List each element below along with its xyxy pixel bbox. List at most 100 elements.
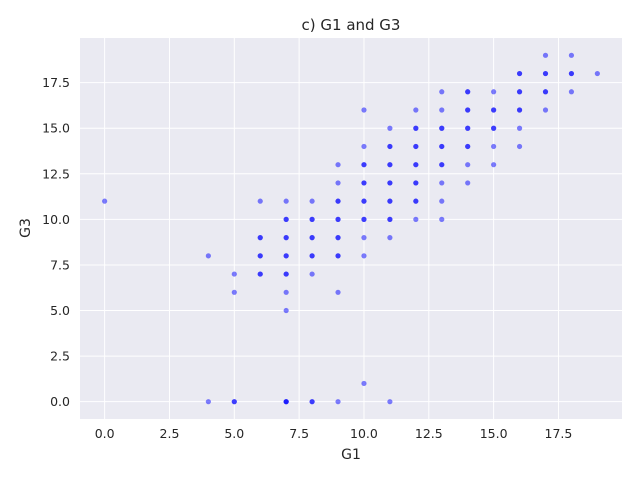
data-point xyxy=(361,162,367,168)
data-point xyxy=(413,216,419,222)
data-point xyxy=(283,216,289,222)
data-point xyxy=(335,253,341,259)
data-point xyxy=(542,89,549,95)
data-point xyxy=(231,399,237,405)
y-axis-label: G3 xyxy=(18,218,34,238)
plot-area xyxy=(80,38,622,419)
data-point xyxy=(491,107,497,113)
x-tick-label: 12.5 xyxy=(415,426,443,441)
data-point xyxy=(361,235,367,241)
data-point xyxy=(516,89,523,95)
data-point xyxy=(568,89,575,95)
data-point xyxy=(361,380,367,387)
data-point xyxy=(465,162,471,168)
data-point xyxy=(594,70,600,77)
data-point xyxy=(516,107,523,113)
data-point xyxy=(439,216,445,222)
data-point xyxy=(387,235,393,241)
x-axis-label: G1 xyxy=(341,447,361,463)
data-point xyxy=(439,143,445,150)
data-point xyxy=(542,52,549,58)
data-point xyxy=(283,253,289,259)
data-point xyxy=(102,198,108,204)
x-tick-label: 7.5 xyxy=(289,426,309,441)
data-point xyxy=(335,216,341,222)
y-tick-label: 0.0 xyxy=(50,394,70,409)
y-tick-labels: 0.0 2.5 5.0 7.5 10.0 12.5 15.0 17.5 xyxy=(42,75,70,409)
data-point xyxy=(387,198,393,204)
y-tick-label: 15.0 xyxy=(42,121,70,136)
x-tick-label: 0.0 xyxy=(95,426,115,441)
data-point xyxy=(465,125,471,131)
data-point xyxy=(361,180,367,186)
x-tick-label: 5.0 xyxy=(224,426,244,441)
data-point xyxy=(387,180,393,186)
data-point xyxy=(335,162,341,168)
y-tick-label: 2.5 xyxy=(50,349,70,364)
y-tick-label: 10.0 xyxy=(42,212,70,227)
data-point xyxy=(283,271,289,277)
data-point xyxy=(387,143,393,150)
data-point xyxy=(231,271,237,277)
data-point xyxy=(335,399,341,405)
data-point xyxy=(439,89,445,95)
x-tick-label: 15.0 xyxy=(480,426,508,441)
data-point xyxy=(491,162,497,168)
data-point xyxy=(542,107,549,113)
data-point xyxy=(413,162,419,168)
y-tick-label: 17.5 xyxy=(42,75,70,90)
data-point xyxy=(413,107,419,113)
data-point xyxy=(465,107,471,113)
y-tick-label: 12.5 xyxy=(42,166,70,181)
data-point xyxy=(283,399,289,405)
x-tick-label: 2.5 xyxy=(160,426,180,441)
data-point xyxy=(361,198,367,204)
data-point xyxy=(439,162,445,168)
data-point xyxy=(516,143,523,150)
data-point xyxy=(309,198,315,204)
data-point xyxy=(335,198,341,204)
data-point xyxy=(568,52,575,58)
data-point xyxy=(257,253,263,259)
chart-title: c) G1 and G3 xyxy=(302,16,401,34)
grid-lines xyxy=(80,38,622,419)
y-tick-label: 7.5 xyxy=(50,257,70,272)
data-point xyxy=(257,198,263,204)
x-tick-label: 10.0 xyxy=(350,426,378,441)
y-tick-label: 5.0 xyxy=(50,303,70,318)
data-point xyxy=(309,399,315,405)
data-point xyxy=(309,235,315,241)
data-point xyxy=(257,235,263,241)
data-point xyxy=(465,143,471,150)
data-point xyxy=(309,253,315,259)
data-point xyxy=(309,216,315,222)
data-point xyxy=(491,89,497,95)
data-points xyxy=(102,52,600,405)
data-point xyxy=(413,143,419,150)
data-point xyxy=(335,180,341,186)
data-point xyxy=(413,198,419,204)
data-point xyxy=(309,271,315,277)
x-tick-label: 17.5 xyxy=(545,426,573,441)
data-point xyxy=(361,253,367,259)
data-point xyxy=(491,143,497,150)
data-point xyxy=(361,216,367,222)
data-point xyxy=(516,70,523,77)
data-point xyxy=(387,399,393,405)
data-point xyxy=(465,89,471,95)
data-point xyxy=(205,399,211,405)
data-point xyxy=(516,125,523,131)
data-point xyxy=(413,125,419,131)
data-point xyxy=(361,107,367,113)
data-point xyxy=(361,143,367,150)
data-point xyxy=(413,180,419,186)
data-point xyxy=(491,125,497,131)
data-point xyxy=(283,198,289,204)
x-tick-labels: 0.0 2.5 5.0 7.5 10.0 12.5 15.0 17.5 xyxy=(95,426,573,441)
data-point xyxy=(335,235,341,241)
data-point xyxy=(335,289,341,295)
data-point xyxy=(439,180,445,186)
data-point xyxy=(283,307,289,314)
data-point xyxy=(387,216,393,222)
